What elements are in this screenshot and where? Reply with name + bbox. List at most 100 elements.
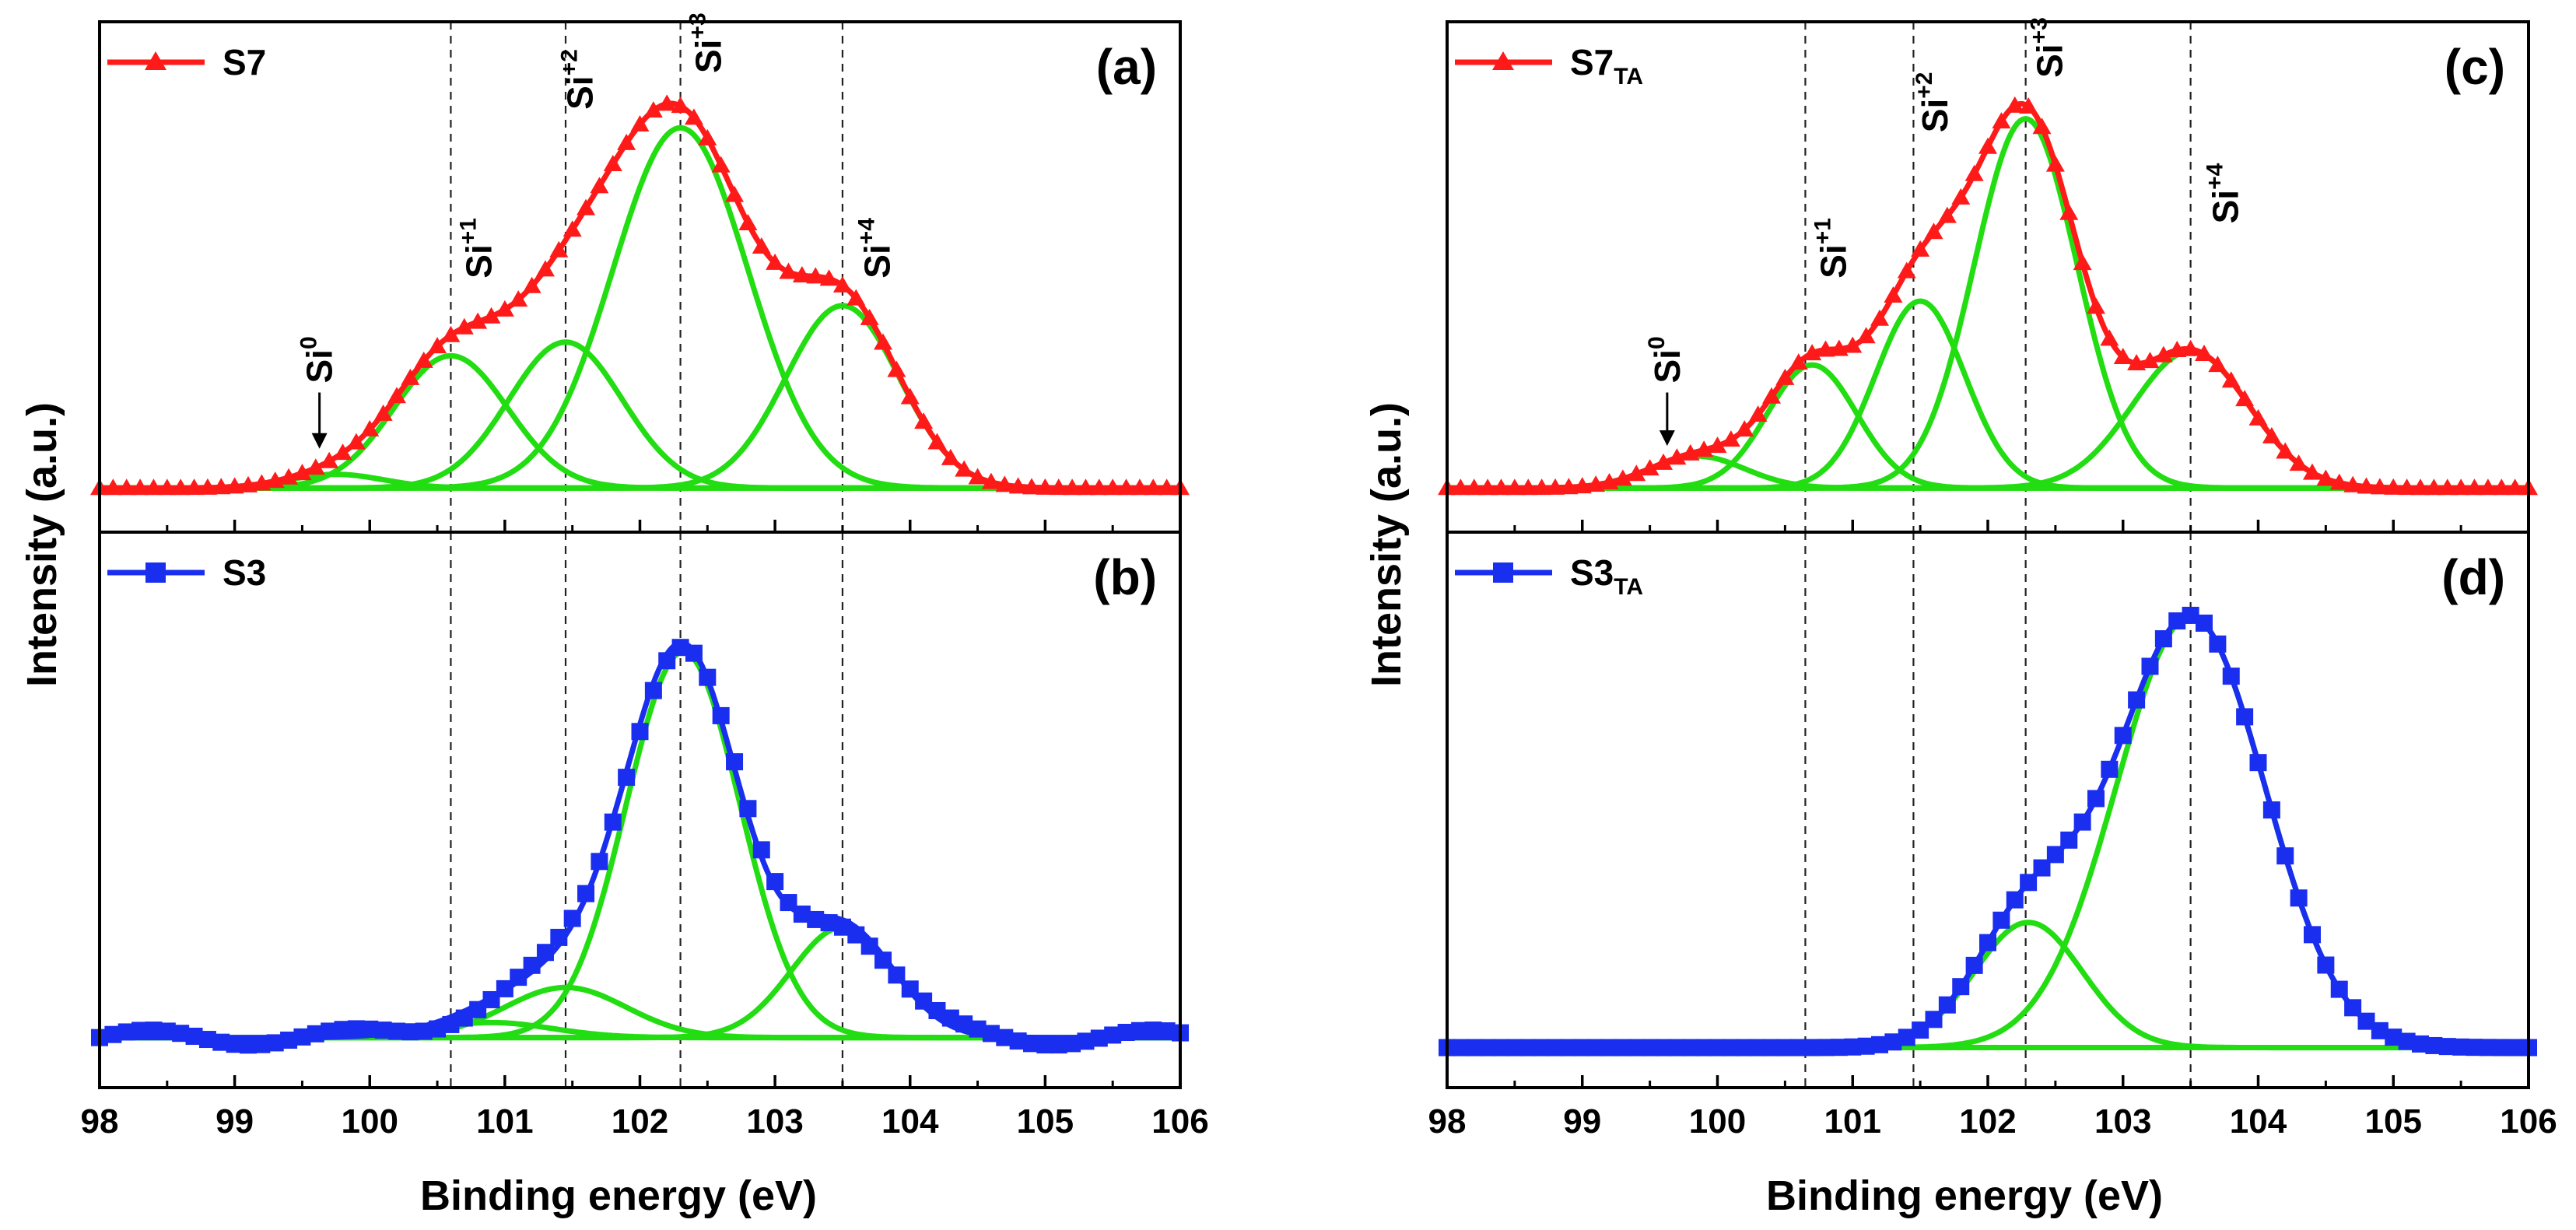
- plot-frame-d: [1446, 531, 2530, 1089]
- data-point-c: [2438, 478, 2457, 496]
- data-point-a: [941, 448, 960, 465]
- data-point-d: [2371, 1021, 2388, 1039]
- data-point-a: [401, 368, 420, 385]
- data-point-b: [915, 992, 933, 1010]
- data-point-b: [374, 1021, 392, 1039]
- data-point-a: [535, 260, 555, 277]
- data-point-c: [1654, 453, 1673, 470]
- data-point-c: [1816, 340, 1835, 357]
- data-point-b: [387, 1022, 405, 1040]
- data-point-a: [630, 114, 650, 131]
- data-point-c: [2505, 478, 2525, 496]
- data-point-c: [2154, 345, 2173, 363]
- data-point-d: [2141, 657, 2159, 675]
- data-point-b: [469, 1000, 487, 1018]
- panel-label-c: (c): [2445, 39, 2505, 95]
- data-point-b: [415, 1022, 433, 1040]
- data-point-b: [145, 1021, 163, 1039]
- data-point-b: [820, 914, 838, 932]
- data-point-b: [577, 885, 595, 902]
- data-point-a: [792, 266, 811, 283]
- data-point-b: [131, 1021, 149, 1039]
- data-point-b: [1064, 1035, 1081, 1053]
- x-tick-label-d-7: 105: [2365, 1102, 2422, 1141]
- annotation-a-1: Si+1: [456, 218, 499, 279]
- data-point-d: [2073, 813, 2091, 831]
- data-point-d: [2452, 1038, 2470, 1056]
- data-point-d: [2236, 708, 2254, 726]
- data-point-b: [185, 1027, 203, 1045]
- data-point-b: [361, 1020, 379, 1038]
- data-point-c: [1870, 309, 1889, 326]
- data-point-c: [2208, 356, 2227, 373]
- data-point-d: [2304, 926, 2321, 944]
- data-point-b: [631, 723, 649, 741]
- data-point-d: [1884, 1033, 1902, 1051]
- data-point-a: [577, 198, 596, 216]
- data-point-b: [996, 1029, 1014, 1046]
- data-point-c: [2397, 478, 2417, 496]
- data-point-c: [1937, 206, 1957, 223]
- fit-component-b-Siplus3: [100, 649, 1180, 1041]
- data-point-d: [2425, 1036, 2443, 1054]
- data-point-b: [591, 853, 608, 871]
- data-point-b: [901, 980, 919, 998]
- panel-c: S7TA (c) Si0 Si+1 Si+2 Si+3 Si+4: [1438, 17, 2538, 534]
- data-point-c: [2289, 454, 2308, 471]
- data-point-b: [334, 1021, 352, 1039]
- data-point-d: [1952, 978, 1970, 996]
- annotation-c-2: Si+2: [1912, 72, 1955, 133]
- data-point-a: [454, 317, 474, 335]
- annotation-c-4: Si+4: [2202, 163, 2245, 223]
- data-point-b: [712, 706, 730, 724]
- data-point-a: [1049, 478, 1068, 496]
- data-point-b: [536, 944, 554, 962]
- y-axis-label-left: Intensity (a.u.): [19, 402, 65, 687]
- legend-marker-d: [1493, 562, 1513, 583]
- data-point-b: [1077, 1032, 1095, 1050]
- data-point-a: [900, 387, 920, 405]
- data-point-a: [643, 101, 663, 118]
- data-point-d: [1614, 1039, 1631, 1057]
- data-point-b: [833, 918, 851, 936]
- data-point-d: [1505, 1039, 1523, 1057]
- data-point-c: [1721, 430, 1740, 447]
- data-point-b: [671, 639, 689, 657]
- x-tick-label-d-3: 101: [1824, 1102, 1881, 1141]
- data-point-a: [1036, 478, 1055, 495]
- data-point-c: [1478, 478, 1498, 496]
- data-point-c: [2045, 155, 2065, 172]
- data-point-c: [2140, 352, 2160, 369]
- data-point-a: [806, 267, 825, 284]
- data-point-c: [1775, 368, 1795, 385]
- data-point-d: [2154, 630, 2172, 648]
- data-point-a: [131, 478, 150, 496]
- data-point-d: [1560, 1039, 1578, 1057]
- data-point-a: [981, 472, 1001, 489]
- data-point-c: [1572, 477, 1592, 494]
- data-point-a: [1089, 478, 1109, 496]
- data-point-b: [1117, 1023, 1135, 1041]
- data-point-b: [1130, 1021, 1148, 1039]
- data-point-a: [671, 96, 690, 114]
- data-point-d: [1722, 1039, 1740, 1057]
- data-point-d: [2330, 980, 2348, 998]
- data-point-d: [1465, 1039, 1483, 1057]
- data-point-c: [1856, 327, 1876, 344]
- x-tick-label-b-3: 101: [476, 1102, 533, 1141]
- data-point-b: [1050, 1036, 1067, 1054]
- data-point-a: [955, 460, 974, 477]
- data-point-b: [1009, 1032, 1027, 1050]
- data-point-b: [280, 1031, 298, 1049]
- data-point-a: [509, 290, 528, 307]
- plot-frame-b: [98, 531, 1182, 1089]
- panel-a: S7 (a) Si0 Si+1 Si+2 Si+3 Si+4: [90, 12, 1190, 534]
- data-point-b: [321, 1022, 338, 1040]
- data-point-d: [1681, 1039, 1699, 1057]
- data-point-d: [1898, 1029, 1915, 1046]
- data-point-a: [212, 478, 231, 495]
- data-point-d: [1492, 1039, 1510, 1057]
- data-point-b: [563, 909, 581, 927]
- data-point-b: [699, 668, 717, 686]
- data-point-b: [401, 1023, 419, 1041]
